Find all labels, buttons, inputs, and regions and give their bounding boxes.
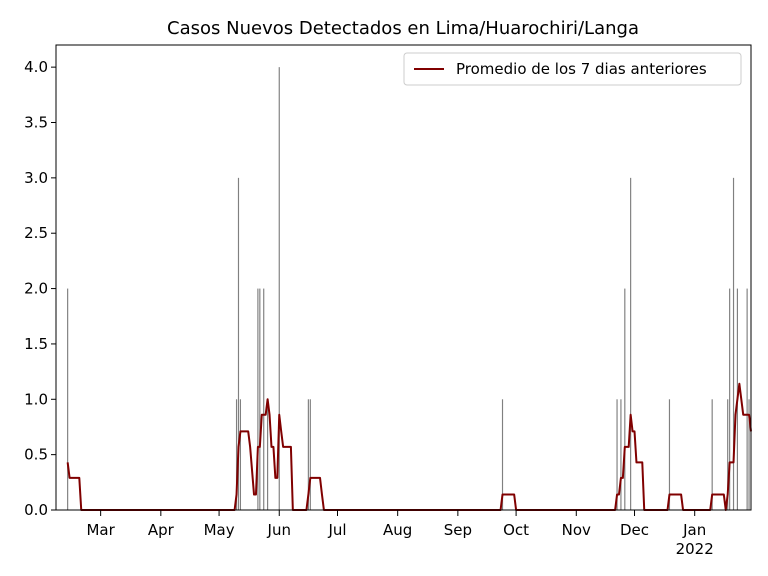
y-tick-label: 0.5 — [24, 446, 48, 464]
bar — [616, 399, 618, 510]
bar — [711, 399, 713, 510]
bar — [727, 399, 729, 510]
bar — [263, 288, 265, 510]
y-tick-label: 1.0 — [24, 390, 48, 408]
plot-frame — [55, 44, 752, 511]
bar — [235, 399, 238, 510]
x-tick-label: Mar — [86, 521, 115, 539]
y-tick-label: 4.0 — [24, 58, 48, 76]
x-tick-label: Jun — [267, 521, 291, 539]
bar — [748, 399, 750, 510]
bar — [257, 288, 259, 510]
y-tick-label: 2.0 — [24, 280, 48, 298]
x-tick-label: Jul — [327, 521, 346, 539]
chart-title: Casos Nuevos Detectados en Lima/Huarochi… — [167, 18, 639, 39]
bar — [501, 399, 504, 510]
y-tick-label: 2.5 — [24, 224, 48, 242]
y-tick-label: 0.0 — [24, 501, 48, 519]
y-tick-label: 1.5 — [24, 335, 48, 353]
bar — [620, 399, 622, 510]
x-tick-label: Jan 2022 — [676, 521, 714, 558]
legend-box — [403, 52, 742, 86]
bar — [237, 177, 240, 510]
bar — [259, 288, 261, 510]
y-tick-label: 3.0 — [24, 169, 48, 187]
bar — [630, 177, 632, 510]
line — [66, 382, 752, 511]
bar — [278, 67, 280, 511]
x-tick-label: Sep — [444, 521, 472, 539]
x-tick-label: Dec — [620, 521, 649, 539]
bar — [729, 288, 731, 510]
x-tick-label: Apr — [148, 521, 175, 539]
bar — [668, 399, 671, 510]
x-tick-label: Oct — [503, 521, 529, 539]
x-tick-label: Nov — [562, 521, 591, 539]
bar — [239, 399, 242, 510]
y-tick-label: 3.5 — [24, 114, 48, 132]
bar — [67, 288, 69, 510]
bar — [307, 399, 309, 510]
bar — [746, 288, 748, 510]
bar — [624, 288, 626, 510]
legend-label: Promedio de los 7 dias anteriores — [456, 60, 707, 78]
x-tick-label: May — [204, 521, 235, 539]
bar — [732, 177, 735, 510]
bar — [309, 399, 311, 510]
x-tick-label: Aug — [383, 521, 412, 539]
bar — [267, 399, 269, 510]
